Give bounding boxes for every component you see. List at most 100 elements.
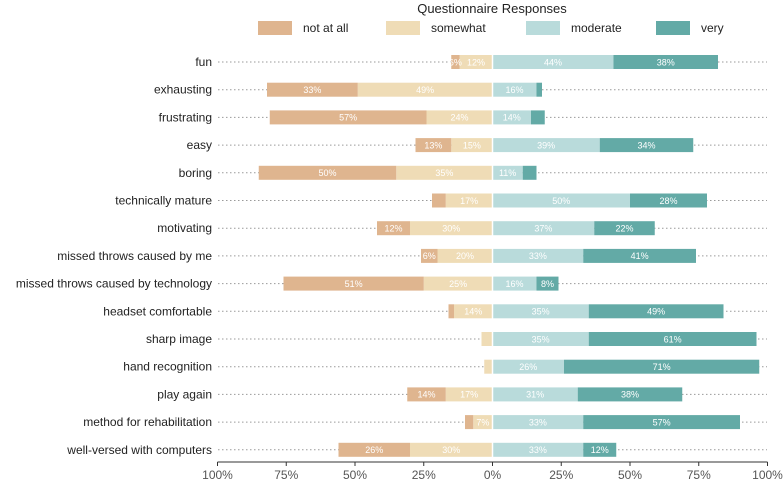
bar-motivating-very [594, 221, 655, 236]
bar-play-again-very [577, 387, 683, 402]
category-label-technically-mature: technically mature [115, 194, 212, 208]
category-label-missed-throws-caused-by-technology: missed throws caused by technology [16, 277, 212, 291]
x-tick-label: 25% [549, 468, 573, 482]
bar-sharp-image-moderate [492, 332, 589, 346]
data-label-play-again-moderate: 31% [526, 390, 544, 400]
bar-fun-not-at-all [451, 55, 460, 69]
data-label-exhausting-not-at-all: 33% [303, 85, 321, 95]
chart-title: Questionnaire Responses [417, 1, 567, 16]
bar-frustrating-moderate [492, 110, 531, 125]
data-label-missed-throws-caused-by-technology-very: 8% [541, 279, 554, 289]
bar-boring-very [522, 165, 537, 180]
data-label-frustrating-not-at-all: 57% [339, 113, 357, 123]
bar-technically-mature-somewhat [445, 193, 493, 208]
bar-exhausting-moderate [492, 82, 537, 97]
data-label-motivating-very: 22% [615, 224, 633, 234]
data-label-well-versed-with-computers-moderate: 33% [529, 445, 547, 455]
x-tick-label: 25% [412, 468, 436, 482]
bar-fun-very [613, 55, 718, 69]
bar-missed-throws-caused-by-me-somewhat [437, 248, 493, 263]
bar-headset-comfortable-somewhat [454, 304, 493, 319]
data-label-motivating-somewhat: 30% [442, 224, 460, 234]
data-label-hand-recognition-very: 71% [653, 362, 671, 372]
data-label-boring-somewhat: 35% [435, 168, 453, 178]
category-label-motivating: motivating [157, 221, 212, 235]
data-label-technically-mature-somewhat: 17% [460, 196, 478, 206]
legend-label-not-at-all: not at all [303, 21, 348, 35]
bar-exhausting-very [536, 82, 542, 97]
bar-missed-throws-caused-by-technology-very [536, 276, 559, 291]
category-label-hand-recognition: hand recognition [123, 360, 212, 374]
data-label-well-versed-with-computers-somewhat: 30% [442, 445, 460, 455]
bar-well-versed-with-computers-not-at-all [338, 442, 410, 457]
data-label-headset-comfortable-moderate: 35% [532, 307, 550, 317]
data-label-exhausting-somewhat: 49% [416, 85, 434, 95]
x-tick-label: 100% [202, 468, 233, 482]
bars [258, 55, 760, 457]
bar-hand-recognition-moderate [492, 359, 564, 374]
data-label-missed-throws-caused-by-technology-somewhat: 25% [449, 279, 467, 289]
data-label-fun-somewhat: 12% [467, 57, 485, 67]
bar-boring-not-at-all [258, 165, 397, 180]
x-tick-label: 50% [343, 468, 367, 482]
data-label-method-for-rehabilitation-somewhat: 7% [476, 417, 489, 427]
data-label-motivating-moderate: 37% [534, 224, 552, 234]
category-label-easy: easy [187, 138, 212, 152]
data-label-missed-throws-caused-by-technology-not-at-all: 51% [345, 279, 363, 289]
category-label-headset-comfortable: headset comfortable [103, 304, 212, 318]
bar-method-for-rehabilitation-very [583, 415, 740, 430]
bar-technically-mature-very [630, 193, 707, 208]
legend-label-moderate: moderate [571, 21, 622, 35]
data-label-well-versed-with-computers-not-at-all: 26% [365, 445, 383, 455]
bar-boring-somewhat [396, 165, 493, 180]
data-label-play-again-very: 38% [621, 390, 639, 400]
x-tick-label: 75% [687, 468, 711, 482]
bar-hand-recognition-somewhat [484, 359, 493, 374]
bar-hand-recognition-very [564, 359, 760, 374]
bar-exhausting-not-at-all [267, 82, 358, 97]
bar-missed-throws-caused-by-technology-moderate [492, 276, 537, 291]
data-label-method-for-rehabilitation-very: 57% [653, 417, 671, 427]
bar-missed-throws-caused-by-technology-not-at-all [283, 276, 424, 291]
category-label-sharp-image: sharp image [146, 332, 212, 346]
data-label-missed-throws-caused-by-technology-moderate: 16% [505, 279, 523, 289]
bar-well-versed-with-computers-very [583, 442, 617, 457]
data-label-frustrating-somewhat: 24% [450, 113, 468, 123]
data-label-motivating-not-at-all: 12% [384, 224, 402, 234]
data-label-sharp-image-moderate: 35% [532, 334, 550, 344]
data-label-fun-very: 38% [657, 57, 675, 67]
bar-well-versed-with-computers-somewhat [410, 442, 493, 457]
data-label-method-for-rehabilitation-moderate: 33% [529, 417, 547, 427]
legend-swatch-somewhat [386, 21, 420, 35]
data-label-fun-moderate: 44% [544, 57, 562, 67]
data-label-technically-mature-very: 28% [659, 196, 677, 206]
data-label-missed-throws-caused-by-me-somewhat: 20% [456, 251, 474, 261]
data-label-exhausting-moderate: 16% [505, 85, 523, 95]
bar-headset-comfortable-moderate [492, 304, 589, 319]
data-label-well-versed-with-computers-very: 12% [591, 445, 609, 455]
data-label-headset-comfortable-somewhat: 14% [464, 307, 482, 317]
bar-missed-throws-caused-by-me-not-at-all [421, 248, 438, 263]
bar-method-for-rehabilitation-moderate [492, 415, 584, 430]
bar-frustrating-very [531, 110, 545, 125]
x-tick-label: 0% [484, 468, 502, 482]
legend-label-very: very [701, 21, 724, 35]
x-tick-label: 75% [274, 468, 298, 482]
data-label-easy-moderate: 39% [537, 140, 555, 150]
bar-sharp-image-somewhat [481, 332, 493, 346]
data-label-boring-not-at-all: 50% [318, 168, 336, 178]
bar-motivating-somewhat [410, 221, 493, 236]
bar-motivating-moderate [492, 221, 595, 236]
data-label-technically-mature-moderate: 50% [552, 196, 570, 206]
bar-missed-throws-caused-by-technology-somewhat [423, 276, 493, 291]
bar-motivating-not-at-all [377, 221, 410, 236]
data-label-fun-not-at-all: 6% [449, 57, 462, 67]
data-label-missed-throws-caused-by-me-moderate: 33% [529, 251, 547, 261]
category-label-fun: fun [195, 55, 212, 69]
bar-missed-throws-caused-by-me-moderate [492, 248, 584, 263]
bar-method-for-rehabilitation-somewhat [473, 415, 493, 430]
data-label-missed-throws-caused-by-me-not-at-all: 6% [423, 251, 436, 261]
bar-headset-comfortable-very [588, 304, 724, 319]
bar-fun-moderate [492, 55, 614, 69]
